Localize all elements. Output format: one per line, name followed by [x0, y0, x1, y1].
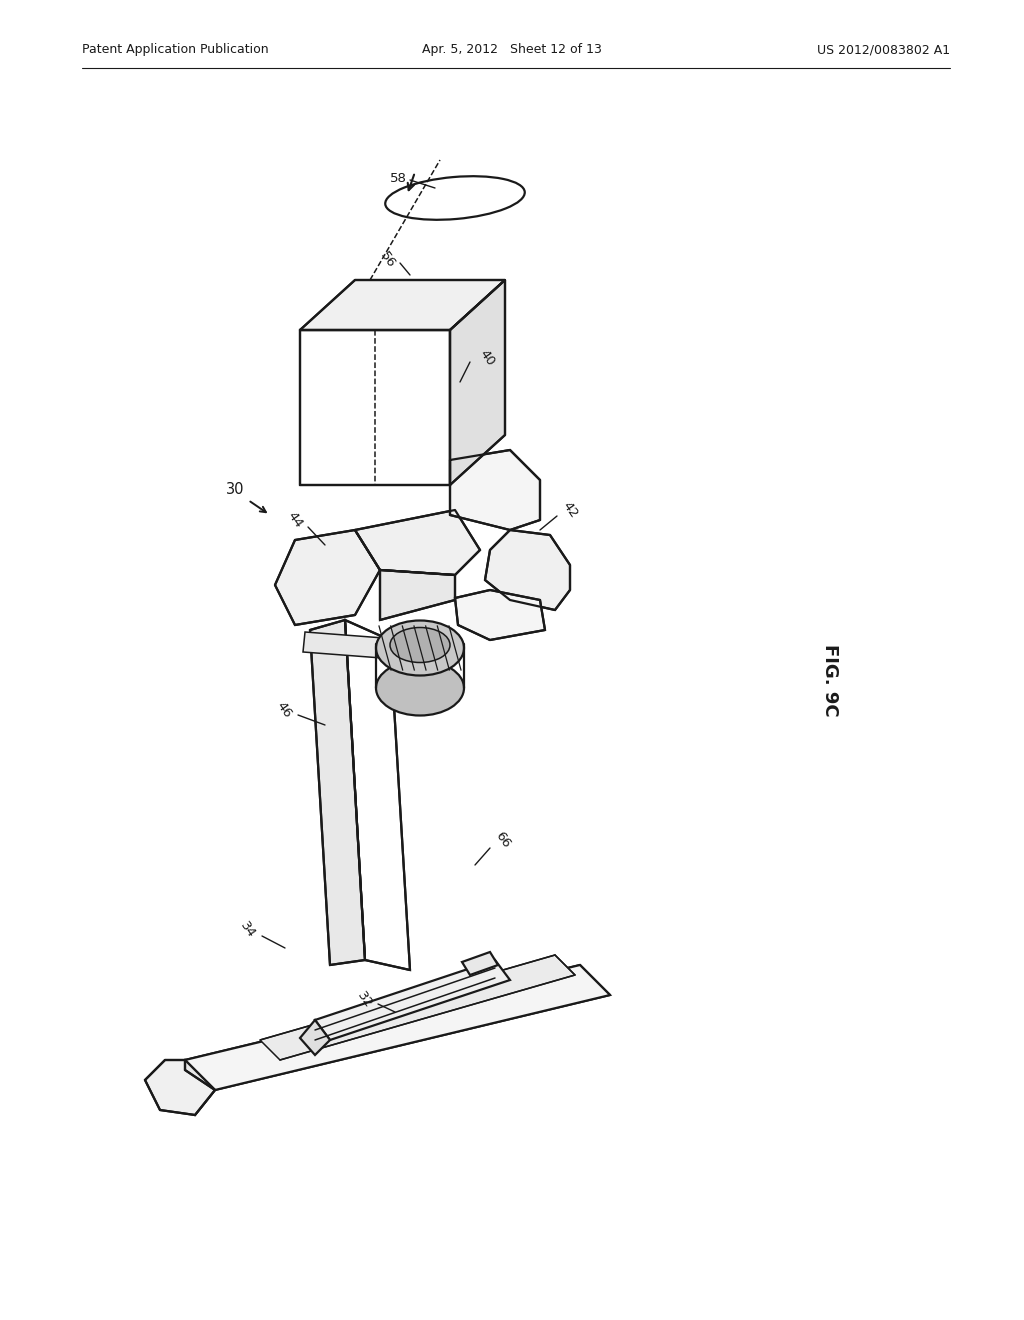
Polygon shape: [450, 280, 505, 484]
Polygon shape: [300, 1020, 330, 1055]
Text: 58: 58: [389, 172, 407, 185]
Text: 30: 30: [225, 483, 245, 498]
Text: 44: 44: [285, 510, 305, 531]
Text: 42: 42: [560, 499, 581, 520]
Polygon shape: [450, 450, 540, 531]
Polygon shape: [355, 510, 480, 576]
Text: FIG. 9C: FIG. 9C: [821, 644, 839, 717]
Text: Patent Application Publication: Patent Application Publication: [82, 44, 268, 57]
Polygon shape: [455, 590, 545, 640]
Polygon shape: [275, 531, 380, 624]
Polygon shape: [310, 620, 365, 965]
Polygon shape: [165, 1060, 215, 1115]
Polygon shape: [345, 620, 410, 970]
Text: 40: 40: [477, 347, 497, 368]
Polygon shape: [485, 531, 570, 610]
Polygon shape: [300, 280, 505, 330]
Polygon shape: [300, 330, 450, 484]
Polygon shape: [145, 1060, 215, 1115]
Polygon shape: [315, 960, 510, 1040]
Text: 46: 46: [273, 700, 294, 721]
Polygon shape: [260, 954, 575, 1060]
Text: Apr. 5, 2012   Sheet 12 of 13: Apr. 5, 2012 Sheet 12 of 13: [422, 44, 602, 57]
Text: 66: 66: [493, 829, 513, 850]
Text: 56: 56: [378, 249, 398, 271]
Text: 34: 34: [238, 919, 258, 941]
Polygon shape: [303, 632, 410, 660]
Ellipse shape: [376, 620, 464, 676]
Polygon shape: [185, 965, 610, 1090]
Text: US 2012/0083802 A1: US 2012/0083802 A1: [817, 44, 950, 57]
Ellipse shape: [376, 660, 464, 715]
Polygon shape: [462, 952, 498, 975]
Polygon shape: [380, 570, 455, 620]
Ellipse shape: [390, 627, 450, 663]
Text: 32: 32: [354, 989, 375, 1011]
